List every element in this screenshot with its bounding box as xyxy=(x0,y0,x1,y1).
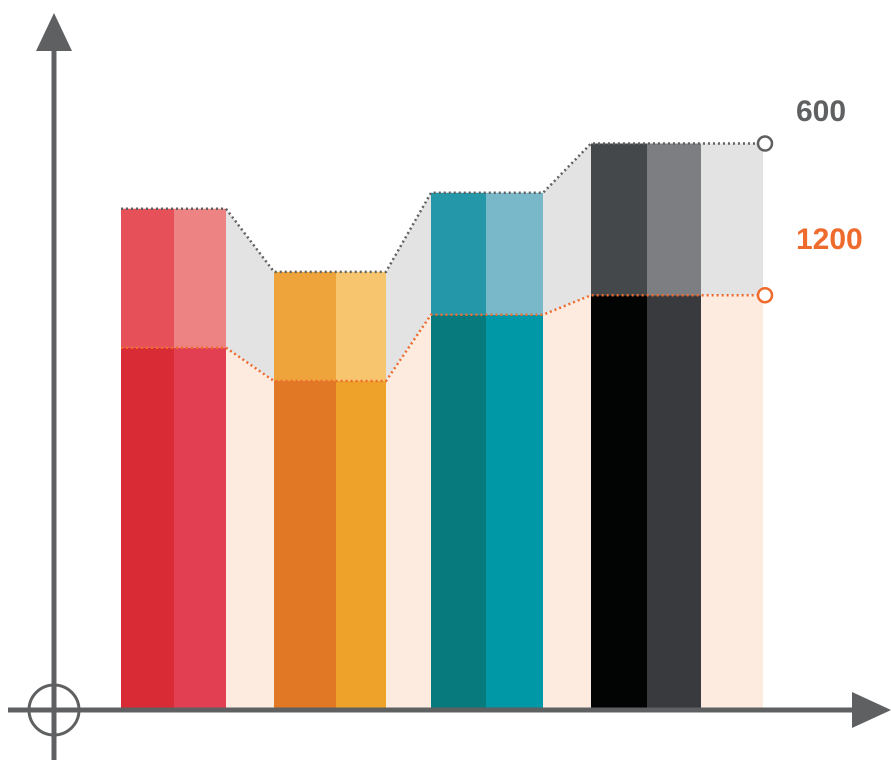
bar-group xyxy=(121,143,701,710)
y-axis-arrow xyxy=(36,13,72,51)
bar-3-lower-right xyxy=(486,314,543,710)
bar-4-upper-left xyxy=(591,143,647,296)
x-axis-arrow xyxy=(852,692,891,728)
upper-end-marker xyxy=(756,135,774,152)
lower-end-marker xyxy=(756,286,774,304)
bar-1-lower-right xyxy=(174,347,226,710)
bar-1-upper-right xyxy=(174,208,226,348)
bar-2-lower-left xyxy=(274,381,336,710)
bar-3-upper-left xyxy=(431,192,486,315)
bar-4-lower-right xyxy=(647,295,701,710)
bar-4-upper-right xyxy=(647,143,701,296)
origin-circle xyxy=(27,683,81,737)
upper-series-line xyxy=(121,142,763,274)
lower-series-label: 1200 xyxy=(796,223,863,256)
bar-1-upper-left xyxy=(121,208,174,348)
connector-lines xyxy=(121,142,763,383)
lower-series-line xyxy=(121,293,763,383)
bar-4-lower-left xyxy=(591,295,647,710)
bar-2-upper-right xyxy=(336,271,386,382)
end-markers xyxy=(756,135,774,304)
bar-2-lower-right xyxy=(336,381,386,710)
axes xyxy=(8,13,891,760)
bar-3-lower-left xyxy=(431,314,486,710)
bar-1-lower-left xyxy=(121,347,174,710)
bar-3-upper-right xyxy=(486,192,543,315)
upper-series-label: 600 xyxy=(796,95,846,128)
bar-2-upper-left xyxy=(274,271,336,382)
